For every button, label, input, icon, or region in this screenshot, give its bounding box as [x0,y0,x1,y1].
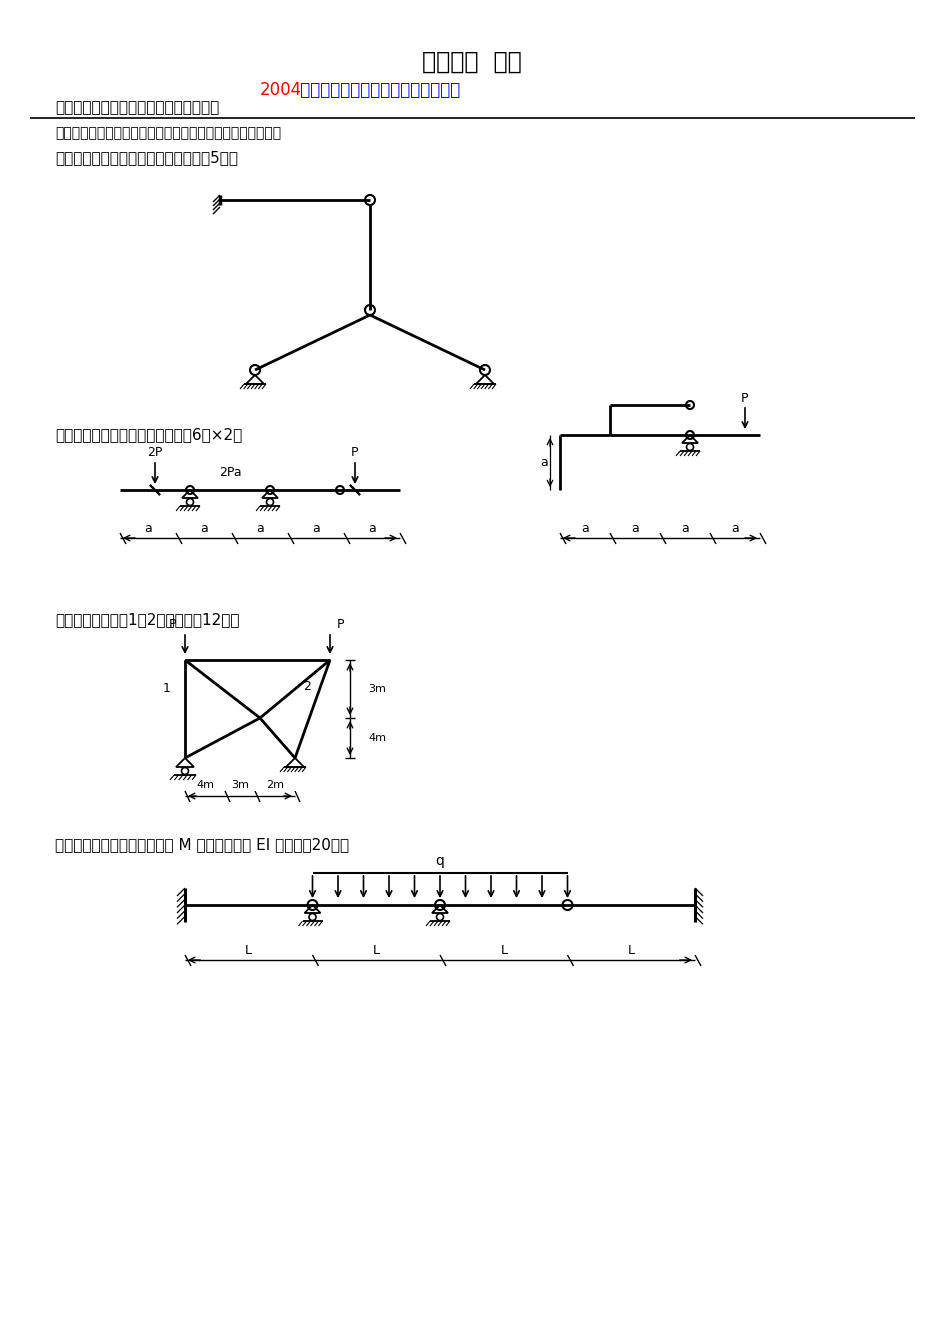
Text: L: L [372,944,379,956]
Text: a: a [200,521,208,535]
Text: P: P [740,392,748,405]
Text: 2Pa: 2Pa [218,465,241,479]
Text: 3m: 3m [367,685,385,694]
Text: a: a [368,521,376,535]
Text: 四．用力法计算图示结构并作 M 图。设各杆的 EI 相同。（20分）: 四．用力法计算图示结构并作 M 图。设各杆的 EI 相同。（20分） [55,837,348,853]
Text: a: a [631,521,638,535]
Text: 沈阳建筑  大学: 沈阳建筑 大学 [422,49,521,74]
Text: 3m: 3m [231,779,248,790]
Text: 2P: 2P [147,445,162,459]
Text: 学科专业：工程力学考试科目：结构力学: 学科专业：工程力学考试科目：结构力学 [55,100,219,115]
Text: a: a [256,521,263,535]
Text: q: q [435,854,444,868]
Text: 一．对图示体系进行几何组成分析。（5分）: 一．对图示体系进行几何组成分析。（5分） [55,151,238,166]
Text: 2m: 2m [265,779,284,790]
Text: a: a [681,521,688,535]
Text: 三．计算图示桁架1、2的内力。（12分）: 三．计算图示桁架1、2的内力。（12分） [55,612,239,627]
Text: P: P [169,619,177,631]
Text: L: L [499,944,507,956]
Text: 注意：请将所有试题的答案写在答题纸上，写在试题纸上无效: 注意：请将所有试题的答案写在答题纸上，写在试题纸上无效 [55,126,280,140]
Text: a: a [144,521,152,535]
Text: P: P [336,619,344,631]
Text: 二．作出图示结构的弯矩图。（噅6分×2）: 二．作出图示结构的弯矩图。（噅6分×2） [55,428,242,443]
Text: 年攻读硕士学位研究生入学考试试题: 年攻读硕士学位研究生入学考试试题 [295,82,460,99]
Text: 4m: 4m [367,733,385,743]
Text: a: a [540,456,548,468]
Text: a: a [731,521,738,535]
Text: 2: 2 [303,679,311,693]
Text: 4m: 4m [195,779,213,790]
Text: L: L [245,944,252,956]
Text: a: a [581,521,588,535]
Text: P: P [351,445,359,459]
Text: 2004: 2004 [260,82,302,99]
Text: 1: 1 [163,682,171,695]
Text: a: a [312,521,319,535]
Text: L: L [627,944,634,956]
